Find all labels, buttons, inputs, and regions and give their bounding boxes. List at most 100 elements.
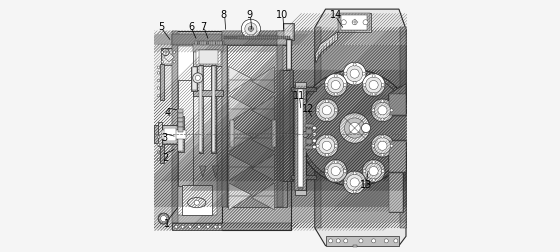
Circle shape bbox=[331, 81, 340, 90]
Bar bbox=[178, 118, 183, 151]
Bar bbox=[160, 127, 164, 164]
Bar bbox=[162, 50, 176, 65]
Bar bbox=[250, 37, 251, 40]
Text: 6: 6 bbox=[188, 21, 194, 32]
Circle shape bbox=[312, 127, 316, 130]
Bar bbox=[389, 173, 403, 212]
Bar bbox=[211, 66, 216, 154]
Bar bbox=[195, 42, 197, 45]
Text: 14: 14 bbox=[329, 10, 342, 20]
Circle shape bbox=[334, 93, 337, 96]
Bar bbox=[230, 121, 234, 147]
Bar bbox=[193, 91, 223, 96]
Bar bbox=[287, 37, 288, 40]
Circle shape bbox=[316, 145, 319, 148]
Circle shape bbox=[381, 84, 384, 87]
Bar bbox=[200, 42, 202, 45]
Bar bbox=[252, 37, 254, 40]
Bar bbox=[204, 42, 206, 45]
Circle shape bbox=[381, 170, 384, 173]
Circle shape bbox=[193, 74, 203, 84]
Bar bbox=[291, 87, 316, 91]
Bar bbox=[193, 45, 223, 67]
Bar bbox=[262, 37, 264, 40]
Bar bbox=[207, 42, 208, 45]
Bar bbox=[191, 67, 197, 91]
Circle shape bbox=[343, 63, 366, 86]
Bar bbox=[236, 37, 237, 40]
Circle shape bbox=[331, 167, 340, 176]
Bar bbox=[192, 68, 197, 90]
Bar bbox=[248, 37, 250, 40]
Text: 5: 5 bbox=[158, 21, 165, 32]
Circle shape bbox=[363, 84, 366, 87]
Bar bbox=[291, 176, 316, 179]
Circle shape bbox=[362, 74, 385, 97]
Circle shape bbox=[347, 175, 363, 191]
Circle shape bbox=[325, 118, 328, 121]
Polygon shape bbox=[251, 183, 274, 210]
Text: 12: 12 bbox=[302, 103, 315, 113]
Circle shape bbox=[390, 145, 393, 148]
Bar bbox=[199, 51, 218, 64]
Bar bbox=[213, 42, 215, 45]
Bar bbox=[199, 67, 202, 152]
Text: 2: 2 bbox=[162, 152, 168, 163]
Bar bbox=[325, 236, 399, 246]
Circle shape bbox=[245, 24, 257, 36]
Circle shape bbox=[366, 78, 382, 94]
Circle shape bbox=[344, 118, 365, 139]
Bar bbox=[178, 128, 183, 132]
Bar bbox=[270, 37, 272, 40]
Circle shape bbox=[363, 170, 366, 173]
Polygon shape bbox=[389, 84, 406, 116]
Circle shape bbox=[312, 139, 316, 143]
Bar bbox=[389, 95, 406, 116]
Polygon shape bbox=[212, 166, 219, 178]
Bar bbox=[258, 37, 260, 40]
Bar bbox=[278, 37, 280, 40]
Bar bbox=[254, 37, 256, 40]
Circle shape bbox=[350, 178, 359, 187]
Bar bbox=[160, 64, 164, 101]
Bar bbox=[178, 81, 193, 186]
Circle shape bbox=[161, 52, 164, 54]
Bar bbox=[353, 245, 357, 247]
Text: 9: 9 bbox=[246, 10, 253, 20]
Circle shape bbox=[325, 100, 328, 103]
Bar bbox=[272, 37, 274, 40]
Circle shape bbox=[157, 159, 160, 161]
Bar bbox=[196, 50, 221, 66]
Circle shape bbox=[214, 225, 217, 228]
Circle shape bbox=[344, 181, 347, 184]
Bar bbox=[295, 86, 298, 191]
Bar bbox=[304, 86, 306, 191]
Bar bbox=[315, 28, 321, 228]
Bar bbox=[172, 32, 178, 223]
Bar bbox=[284, 37, 286, 40]
Bar bbox=[216, 42, 217, 45]
Circle shape bbox=[324, 74, 347, 97]
Circle shape bbox=[162, 49, 169, 56]
Bar bbox=[153, 125, 158, 144]
Circle shape bbox=[390, 109, 393, 112]
Bar bbox=[172, 223, 222, 231]
Circle shape bbox=[350, 70, 359, 79]
Bar bbox=[268, 37, 270, 40]
Polygon shape bbox=[229, 67, 251, 94]
Bar bbox=[305, 125, 314, 127]
Bar bbox=[198, 42, 199, 45]
Circle shape bbox=[315, 100, 338, 122]
Circle shape bbox=[198, 225, 200, 228]
Circle shape bbox=[189, 225, 192, 228]
Circle shape bbox=[372, 239, 376, 243]
Circle shape bbox=[324, 160, 347, 183]
Circle shape bbox=[157, 136, 160, 139]
Polygon shape bbox=[315, 10, 406, 246]
Bar bbox=[280, 71, 293, 181]
Polygon shape bbox=[251, 96, 274, 123]
Text: 3: 3 bbox=[161, 132, 167, 142]
Circle shape bbox=[157, 151, 160, 154]
Circle shape bbox=[378, 142, 387, 151]
Circle shape bbox=[334, 145, 338, 148]
